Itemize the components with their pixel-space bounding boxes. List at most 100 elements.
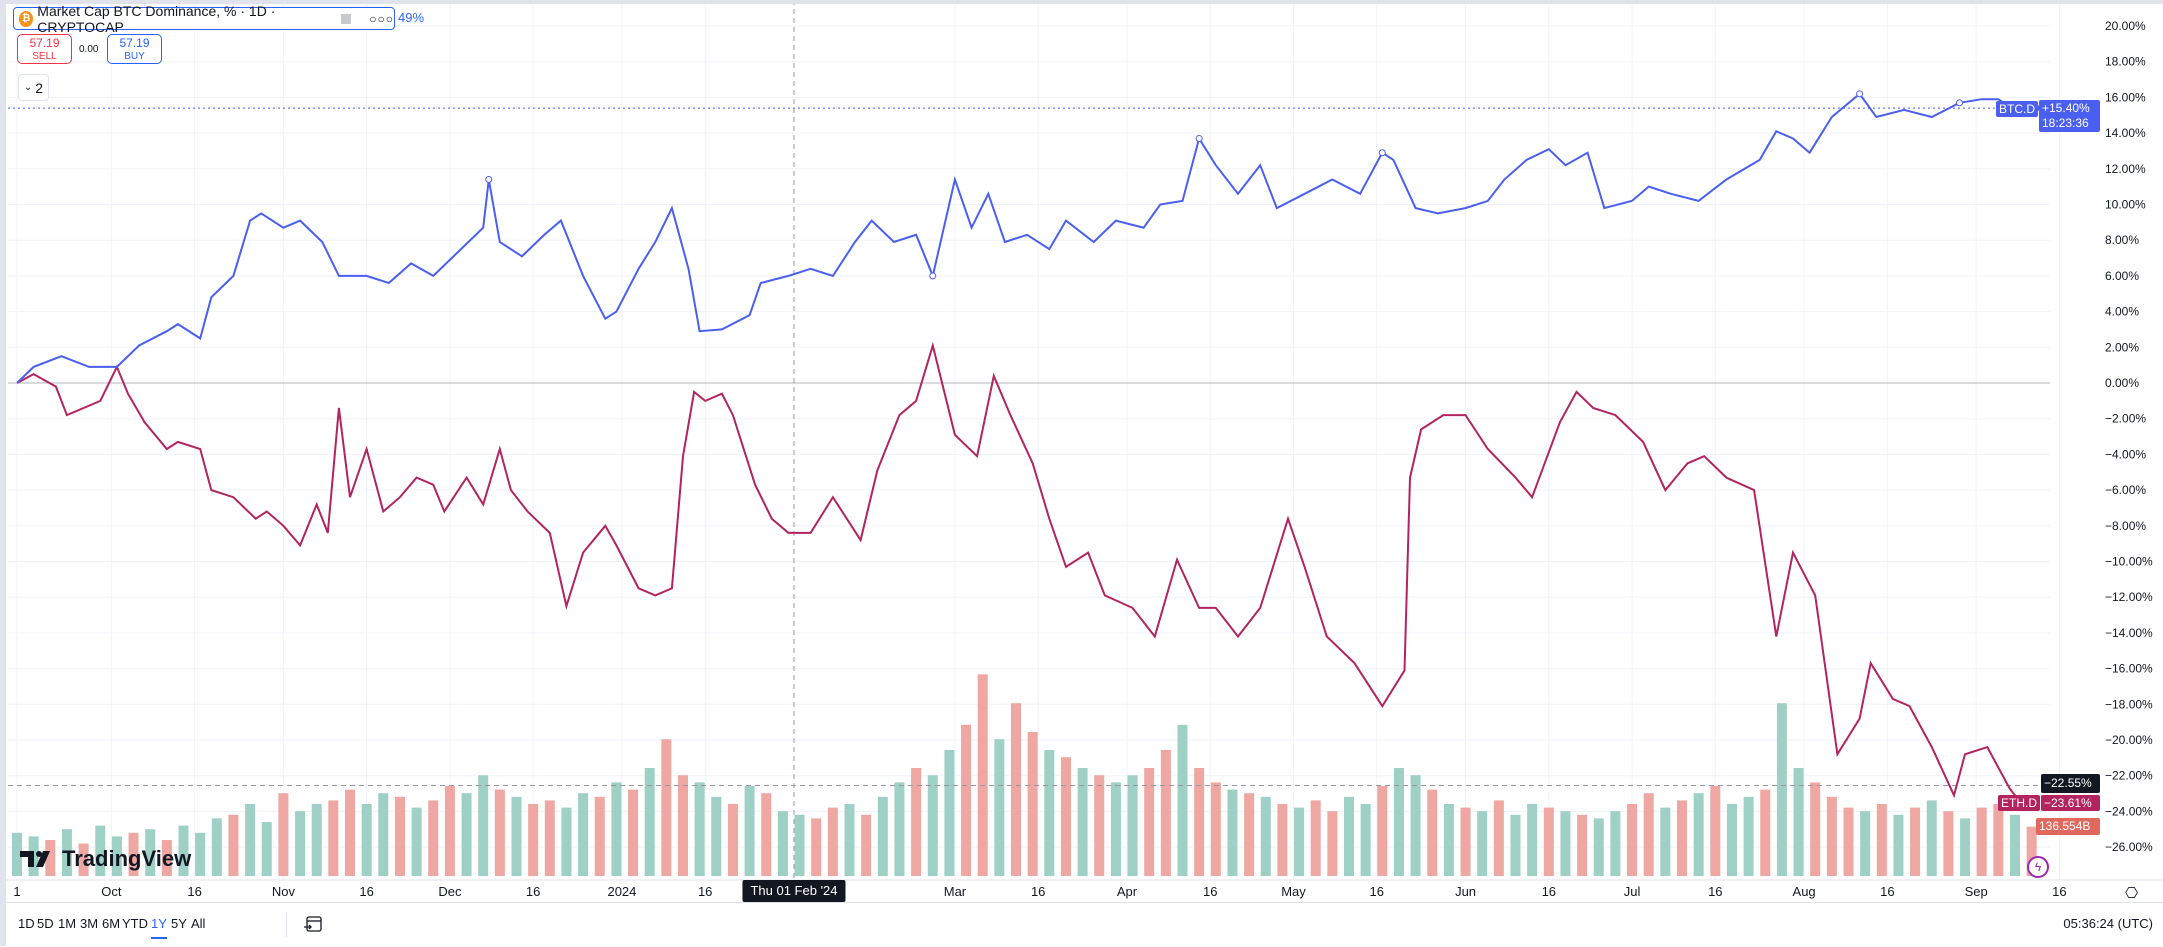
volume-bar xyxy=(1810,782,1821,876)
volume-bar xyxy=(1244,793,1255,876)
volume-bar xyxy=(1060,757,1071,876)
volume-bar xyxy=(311,804,322,876)
indicators-collapse-button[interactable]: ⌄ 2 xyxy=(18,74,49,101)
price-axis-label: −14.00% xyxy=(2105,626,2153,640)
volume-bar xyxy=(12,832,22,876)
volume-bar xyxy=(1044,750,1055,876)
volume-bar xyxy=(578,793,589,876)
tradingview-logo[interactable]: TradingView xyxy=(20,846,191,872)
btc-countdown: 18:23:36 xyxy=(2042,116,2089,130)
volume-bar xyxy=(78,843,89,876)
volume-bar xyxy=(1893,814,1904,876)
volume-bar xyxy=(1627,804,1638,876)
volume-bar xyxy=(611,782,622,876)
volume-bar xyxy=(1543,807,1554,876)
volume-bar xyxy=(1094,775,1105,876)
symbol-legend[interactable]: ₿ Market Cap BTC Dominance, % · 1D · CRY… xyxy=(13,3,395,35)
volume-bar xyxy=(844,804,855,876)
range-button-1d[interactable]: 1D xyxy=(18,916,35,931)
price-axis[interactable]: 20.00% 18.00% 16.00% 14.00% 12.00% 10.00% 8.00… xyxy=(2105,19,2153,854)
time-axis-label: 16 xyxy=(2052,884,2067,899)
time-axis-label: Jun xyxy=(1455,884,1477,899)
btc-symbol-tag: BTC.D xyxy=(1996,101,2038,117)
volume-bar xyxy=(1327,811,1338,876)
time-axis-label: Jul xyxy=(1623,884,1641,899)
time-axis-label: 16 xyxy=(359,884,374,899)
volume-bar xyxy=(1960,818,1971,876)
range-button-all[interactable]: All xyxy=(191,916,206,931)
volume-bar xyxy=(944,750,955,876)
eth-value-tag: −23.61% xyxy=(2041,795,2100,811)
indicator-count: 2 xyxy=(35,79,44,96)
range-button-3m[interactable]: 3M xyxy=(80,916,99,931)
range-button-5d[interactable]: 5D xyxy=(37,916,54,931)
volume-bar xyxy=(178,825,189,876)
volume-bar xyxy=(1360,804,1371,876)
eth-symbol-tag: ETH.D xyxy=(1998,795,2040,811)
settings-icon[interactable]: ⎔ xyxy=(2125,885,2139,902)
volume-bar xyxy=(678,775,688,876)
volume-bar xyxy=(1194,768,1205,876)
volume-bar xyxy=(444,786,455,876)
volume-bar xyxy=(1560,811,1571,876)
symbol-title: Market Cap BTC Dominance, % · 1D · CRYPT… xyxy=(37,2,276,35)
volume-bar xyxy=(1160,750,1171,876)
volume-bar xyxy=(95,825,106,876)
volume-bar xyxy=(1510,814,1521,876)
volume-bar xyxy=(827,807,838,876)
eth-dominance-line[interactable] xyxy=(16,341,2038,806)
range-button-1m[interactable]: 1M xyxy=(58,916,77,931)
flag-icon[interactable] xyxy=(340,13,352,24)
volume-bar xyxy=(744,786,755,876)
time-axis-label: 16 xyxy=(1708,884,1723,899)
volume-bar xyxy=(1477,811,1488,876)
volume-bar xyxy=(594,796,605,876)
volume-bar xyxy=(328,800,339,876)
volume-bar xyxy=(1493,800,1504,876)
volume-bar xyxy=(1144,768,1155,876)
range-button-ytd[interactable]: YTD xyxy=(122,916,148,931)
volume-bar xyxy=(261,822,272,876)
top-panel-border xyxy=(0,0,2163,4)
volume-bar xyxy=(245,804,256,876)
volume-bar xyxy=(977,674,988,876)
lightning-icon[interactable]: ϟ xyxy=(2027,856,2049,878)
volume-bar xyxy=(628,789,639,876)
volume-bar xyxy=(1277,804,1288,876)
price-axis-label: −4.00% xyxy=(2105,447,2146,461)
time-axis-label: Nov xyxy=(271,884,295,899)
sell-button[interactable]: 57.19 SELL xyxy=(17,34,72,64)
volume-bars xyxy=(12,674,2037,876)
btc-dominance-line[interactable] xyxy=(16,92,2038,384)
go-to-date-icon[interactable] xyxy=(303,914,323,934)
volume-bar xyxy=(1127,775,1138,876)
bitcoin-icon: ₿ xyxy=(19,10,34,27)
chevron-down-icon: ⌄ xyxy=(23,82,33,93)
volume-bar xyxy=(378,793,389,876)
price-axis-label: 18.00% xyxy=(2105,55,2146,69)
more-options-icon[interactable]: ○○○ xyxy=(369,11,394,26)
volume-bar xyxy=(811,818,822,876)
volume-bar xyxy=(794,814,805,876)
time-axis-label: 16 xyxy=(1369,884,1384,899)
volume-bar xyxy=(1260,796,1271,876)
tradingview-logo-icon xyxy=(20,851,50,867)
volume-bar xyxy=(128,832,139,876)
volume-bar xyxy=(1577,814,1588,876)
bottom-toolbar: 1D 5D 1M 3M 6M YTD 1Y 5Y All 05:36:24 (UTC) xyxy=(6,902,2163,947)
volume-bar xyxy=(61,829,72,876)
range-button-1y[interactable]: 1Y xyxy=(151,916,167,939)
volume-bar xyxy=(2026,826,2037,876)
buy-button[interactable]: 57.19 BUY xyxy=(107,34,162,64)
volume-bar xyxy=(295,811,306,876)
volume-bar xyxy=(1427,789,1438,876)
price-axis-label: −2.00% xyxy=(2105,412,2146,426)
range-button-6m[interactable]: 6M xyxy=(102,916,121,931)
volume-bar xyxy=(927,775,938,876)
utc-clock[interactable]: 05:36:24 (UTC) xyxy=(2063,916,2153,931)
range-button-5y[interactable]: 5Y xyxy=(171,916,187,931)
volume-bar xyxy=(511,796,522,876)
volume-bar xyxy=(411,807,422,876)
volume-bar xyxy=(1593,818,1604,876)
